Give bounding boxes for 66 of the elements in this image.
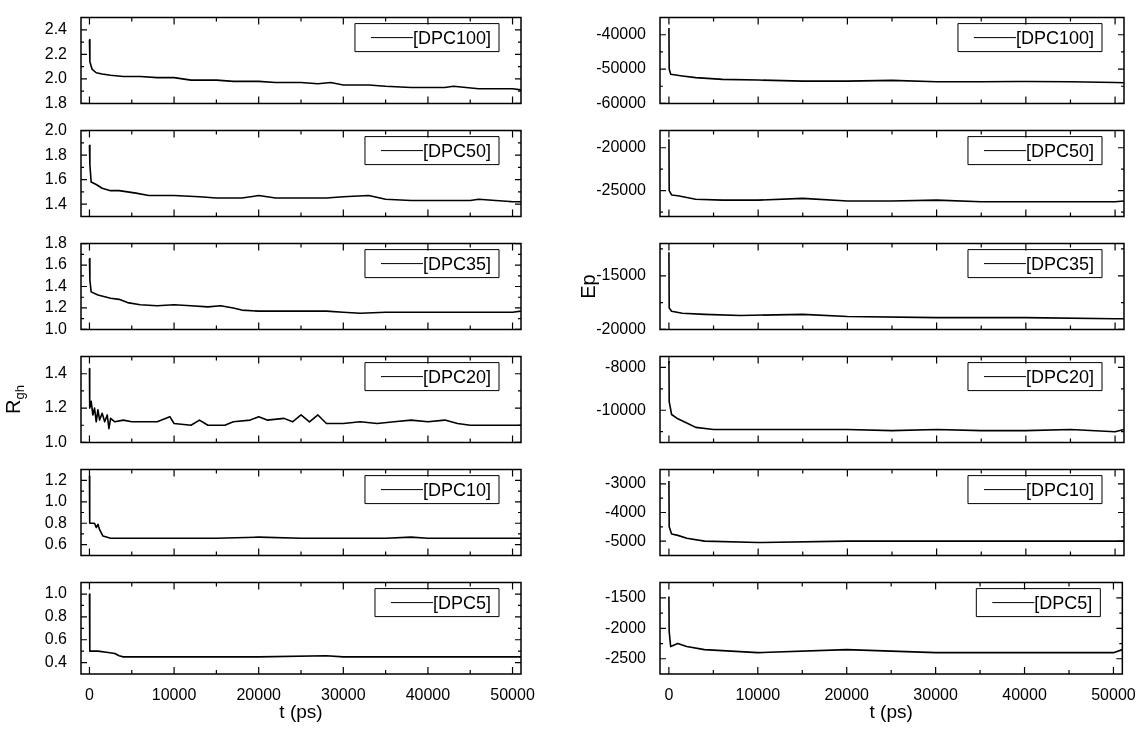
x-tick-label: 40000 bbox=[1002, 686, 1047, 704]
y-tick-label: -8000 bbox=[605, 357, 647, 375]
y-tick-label: -2500 bbox=[605, 649, 647, 667]
x-tick-label: 10000 bbox=[151, 686, 197, 704]
y-tick-label: 0.4 bbox=[44, 652, 68, 670]
y-tick-label: 1.2 bbox=[44, 470, 68, 488]
x-axis-title: t (ps) bbox=[869, 700, 913, 722]
x-tick-label: 50000 bbox=[1091, 686, 1136, 704]
y-axis-title: Ep bbox=[576, 274, 599, 299]
y-tick-label: 2.0 bbox=[44, 121, 68, 139]
legend-label: [DPC100] bbox=[412, 27, 492, 48]
y-tick-label: 1.0 bbox=[44, 432, 68, 450]
y-tick-label: 1.4 bbox=[44, 276, 68, 294]
legend-label: [DPC10] bbox=[422, 479, 491, 500]
y-tick-label: 1.8 bbox=[44, 234, 68, 252]
legend-label: [DPC100] bbox=[1015, 27, 1095, 48]
legend-label: [DPC35] bbox=[422, 253, 491, 274]
y-tick-label: -20000 bbox=[596, 138, 647, 156]
y-tick-label: 0.6 bbox=[44, 630, 68, 648]
y-tick-label: 0.6 bbox=[44, 535, 68, 553]
y-tick-label: -10000 bbox=[596, 400, 647, 418]
y-tick-label: 2.4 bbox=[44, 20, 68, 38]
x-tick-label: 20000 bbox=[236, 686, 282, 704]
x-tick-label: 30000 bbox=[321, 686, 366, 704]
y-tick-label: 2.2 bbox=[44, 44, 68, 62]
legend-label: [DPC5] bbox=[432, 592, 492, 613]
y-tick-label: -20000 bbox=[596, 319, 647, 337]
y-tick-label: -25000 bbox=[596, 181, 647, 199]
y-tick-label: 0.8 bbox=[44, 513, 68, 531]
y-tick-label: 1.0 bbox=[44, 584, 68, 602]
legend-label: [DPC20] bbox=[422, 366, 491, 387]
x-tick-label: 30000 bbox=[913, 686, 958, 704]
y-tick-label: 1.2 bbox=[44, 398, 68, 416]
y-tick-label: -3000 bbox=[605, 474, 647, 492]
x-axis-title: t (ps) bbox=[279, 700, 323, 722]
y-tick-label: -60000 bbox=[596, 93, 647, 111]
x-tick-label: 10000 bbox=[735, 686, 781, 704]
y-tick-label: -40000 bbox=[596, 25, 647, 43]
y-tick-label: -50000 bbox=[596, 59, 647, 77]
x-tick-label: 50000 bbox=[490, 686, 535, 704]
x-tick-label: 20000 bbox=[824, 686, 870, 704]
y-tick-label: 1.8 bbox=[44, 145, 68, 163]
legend-label: [DPC35] bbox=[1025, 253, 1094, 274]
y-tick-label: 0.8 bbox=[44, 607, 68, 625]
y-axis-title: Rgh bbox=[1, 385, 27, 414]
y-tick-label: 1.2 bbox=[44, 298, 68, 316]
y-tick-label: 1.4 bbox=[44, 364, 68, 382]
legend-label: [DPC50] bbox=[1025, 140, 1094, 161]
y-tick-label: 1.4 bbox=[44, 194, 68, 212]
y-tick-label: 1.0 bbox=[44, 319, 68, 337]
legend-label: [DPC50] bbox=[422, 140, 491, 161]
y-tick-label: 1.8 bbox=[44, 93, 68, 111]
y-tick-label: 1.0 bbox=[44, 492, 68, 510]
y-tick-label: -2000 bbox=[605, 618, 647, 636]
y-tick-label: -5000 bbox=[605, 531, 647, 549]
legend-label: [DPC20] bbox=[1025, 366, 1094, 387]
y-tick-label: 1.6 bbox=[44, 255, 68, 273]
legend-label: [DPC10] bbox=[1025, 479, 1094, 500]
x-tick-label: 0 bbox=[85, 686, 95, 704]
y-tick-label: -1500 bbox=[605, 588, 647, 606]
x-tick-label: 0 bbox=[664, 686, 674, 704]
y-tick-label: 1.6 bbox=[44, 170, 68, 188]
legend-label: [DPC5] bbox=[1034, 592, 1093, 613]
y-tick-label: -4000 bbox=[605, 502, 647, 520]
x-tick-label: 40000 bbox=[405, 686, 451, 704]
y-tick-label: 2.0 bbox=[44, 69, 68, 87]
